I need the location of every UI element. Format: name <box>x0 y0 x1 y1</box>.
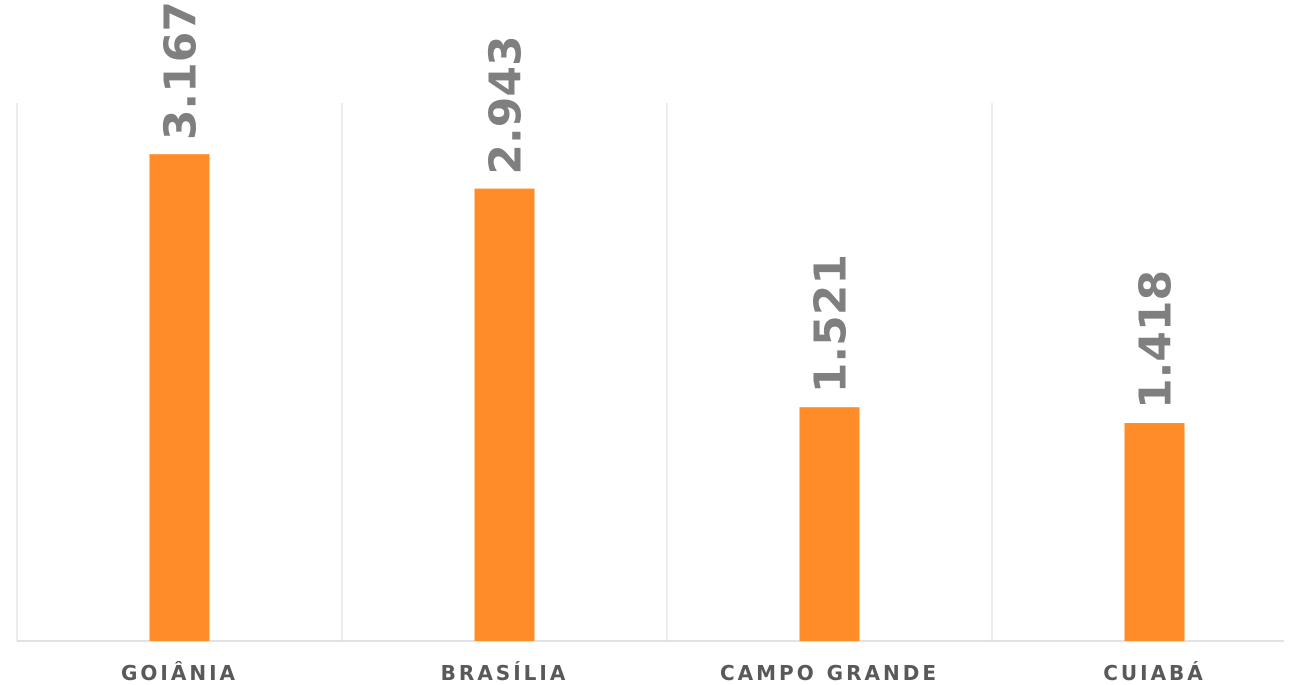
data-label: 1.418 <box>1131 270 1182 409</box>
data-label: 1.521 <box>806 254 857 393</box>
bar <box>474 188 535 642</box>
bar <box>149 154 210 641</box>
x-tick-label: BRASÍLIA <box>441 661 569 685</box>
x-tick-label: CUIABÁ <box>1103 661 1206 685</box>
data-label: 2.943 <box>481 35 532 174</box>
x-tick-label: CAMPO GRANDE <box>720 661 939 685</box>
bar <box>1124 423 1185 641</box>
x-tick-label: GOIÂNIA <box>121 661 238 685</box>
bar <box>799 407 860 641</box>
data-label: 3.167 <box>156 1 207 140</box>
